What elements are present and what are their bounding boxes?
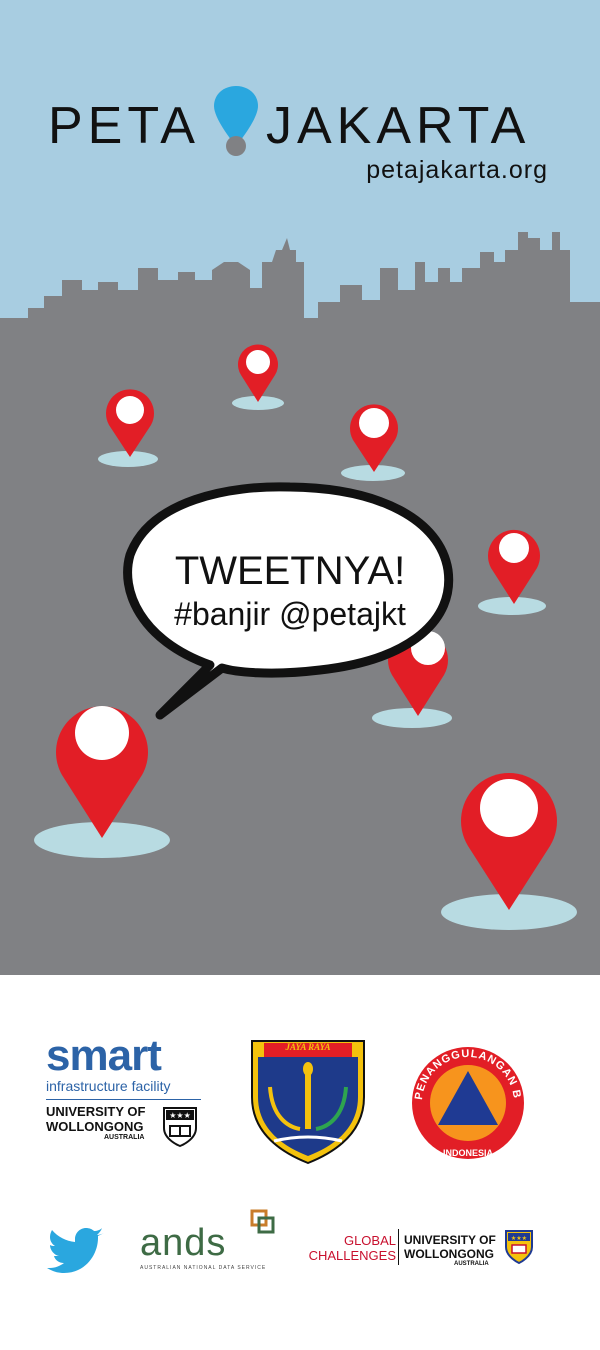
- bnpb-logo-icon: PENANGGULANGAN BENCANA: [398, 1045, 524, 1159]
- ands-wordmark: ands: [140, 1222, 227, 1264]
- map-pin-icon: [238, 344, 278, 402]
- speech-bubble: [123, 482, 454, 720]
- map-pin-icon: [106, 389, 154, 457]
- global-line2: CHALLENGES: [308, 1248, 396, 1263]
- svg-text:★★★: ★★★: [511, 1235, 527, 1242]
- map-pin-icon: [55, 706, 148, 838]
- uow2-country: AUSTRALIA: [454, 1261, 489, 1267]
- smart-logo: smart infrastructure facility UNIVERSITY…: [46, 1031, 206, 1148]
- global-challenges-logo: GLOBAL CHALLENGES: [306, 1233, 396, 1263]
- svg-text:★★★: ★★★: [169, 1111, 191, 1120]
- uow-line1: UNIVERSITY OF: [46, 1104, 146, 1119]
- global-line1: GLOBAL: [343, 1233, 396, 1248]
- map-pin-icon: [461, 773, 557, 910]
- bubble-text: TWEETNYA! #banjir @petajkt: [140, 548, 440, 634]
- ands-squares-icon: [250, 1209, 275, 1234]
- sky-city-panel: TWEETNYA! #banjir @petajkt PETA JAKARTA …: [0, 0, 600, 975]
- uow-crest-icon: ★★★: [163, 1107, 197, 1148]
- bnpb-bottom-text: INDONESIA: [442, 1148, 493, 1158]
- uow-logo: UNIVERSITY OF WOLLONGONG AUSTRALIA: [404, 1233, 504, 1267]
- ands-full-name: AUSTRALIAN NATIONAL DATA SERVICE: [140, 1265, 267, 1271]
- logo-divider: [398, 1229, 399, 1265]
- sponsor-logos: smart infrastructure facility UNIVERSITY…: [0, 975, 600, 1350]
- uow-line2: WOLLONGONG: [46, 1119, 144, 1134]
- title-word-peta: PETA: [48, 97, 200, 155]
- website-url[interactable]: petajakarta.org: [366, 156, 548, 184]
- jakarta-crest-icon: [251, 1040, 365, 1165]
- smart-subtitle: infrastructure facility: [46, 1078, 171, 1094]
- uow-crest-color-icon: ★★★: [505, 1230, 533, 1265]
- bubble-headline: TWEETNYA!: [174, 549, 406, 593]
- jakarta-crest-banner: JAYA RAYA: [285, 1042, 331, 1052]
- uow2-line2: WOLLONGONG: [404, 1247, 494, 1261]
- bubble-hashtags: #banjir @petajkt: [174, 596, 406, 632]
- map-pin-icon: [350, 404, 398, 472]
- uow-country: AUSTRALIA: [104, 1134, 145, 1141]
- page-title: PETA JAKARTA: [48, 86, 548, 156]
- smart-wordmark: smart: [46, 1031, 162, 1080]
- ands-logo: ands AUSTRALIAN NATIONAL DATA SERVICE: [140, 1209, 276, 1279]
- twitter-bird-icon[interactable]: [44, 1225, 106, 1277]
- title-word-jakarta: JAKARTA: [266, 97, 531, 155]
- uow2-line1: UNIVERSITY OF: [404, 1233, 496, 1247]
- map-pin-icon: [488, 529, 540, 604]
- water-drop-logo-icon: [214, 86, 258, 156]
